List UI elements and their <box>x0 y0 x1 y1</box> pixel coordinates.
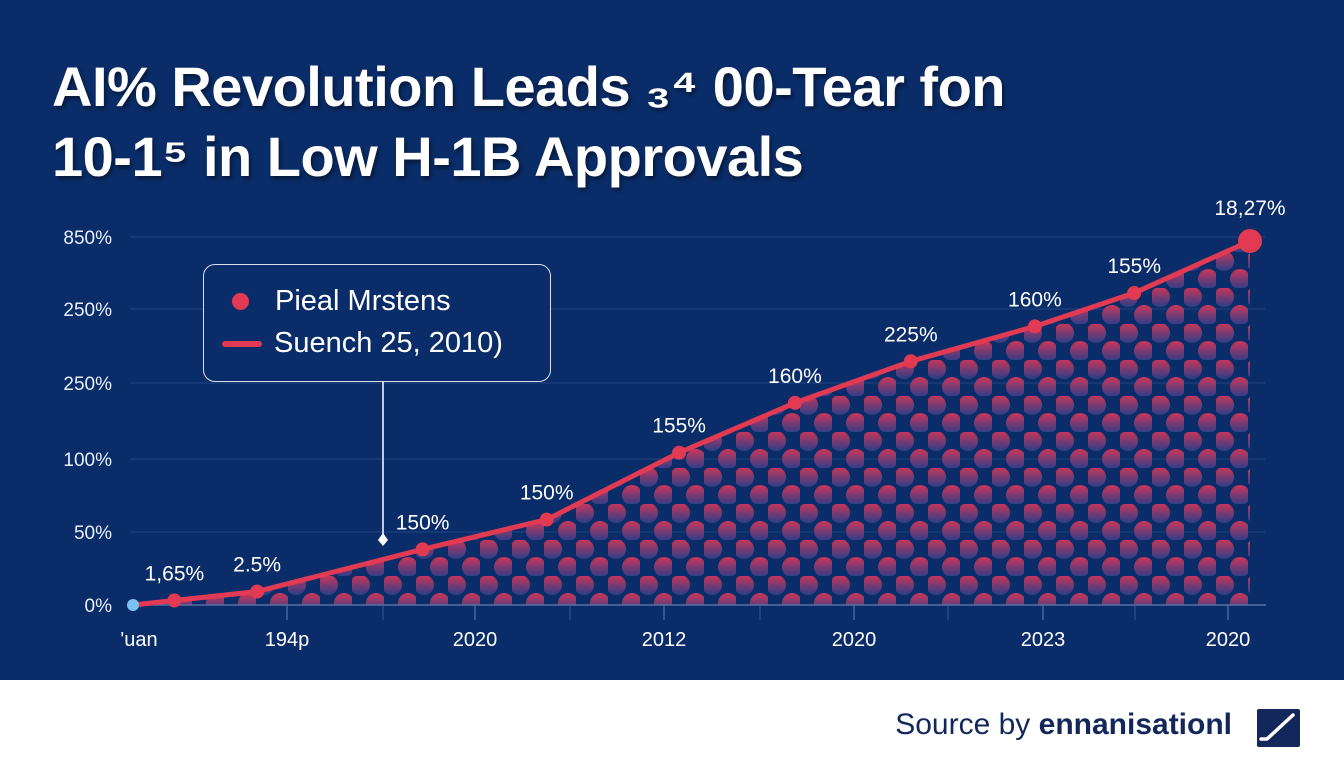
start-point <box>127 599 139 611</box>
data-labels: 1,65% 2.5% 150% 150% 155% 160% 225% 160% 155% 18,… <box>145 197 1286 586</box>
checkmark-square-icon <box>1257 709 1300 747</box>
x-tick-label: 'uan <box>120 629 157 651</box>
data-point <box>250 584 265 599</box>
data-label: 2.5% <box>233 554 281 577</box>
legend-label: Pieal Mrstens <box>275 285 451 317</box>
y-tick-label: 0% <box>85 596 113 617</box>
x-tick-label: 194p <box>265 629 310 651</box>
data-label: 150% <box>520 482 574 505</box>
y-tick-label: 100% <box>63 450 112 471</box>
source-credit: Source by ennanisationl <box>895 708 1232 742</box>
legend-item-line: Suench 25, 2010) <box>222 327 503 360</box>
y-tick-label: 50% <box>74 523 112 544</box>
footer <box>0 680 1344 768</box>
source-prefix: Source by <box>895 708 1031 741</box>
data-point <box>539 512 554 527</box>
y-tick-label: 850% <box>63 228 112 249</box>
data-label: 160% <box>1008 288 1062 311</box>
x-tick-label: 2012 <box>642 629 687 651</box>
data-point <box>415 542 430 557</box>
legend: Pieal Mrstens Suench 25, 2010) <box>203 264 551 382</box>
data-points <box>127 229 1262 611</box>
data-label: 1,65% <box>145 563 205 586</box>
data-label: 150% <box>396 511 450 534</box>
data-label: 160% <box>768 365 822 388</box>
data-label: 155% <box>652 415 706 438</box>
x-tick-label: 2020 <box>453 629 498 651</box>
data-label: 155% <box>1107 255 1161 278</box>
end-point <box>1238 229 1262 253</box>
x-axis: 'uan 194p 2020 2012 2020 2023 2020 <box>120 604 1266 651</box>
data-point <box>167 593 182 608</box>
x-tick-label: 2020 <box>832 629 877 651</box>
line-area-chart: 0% 50% 100% 250% 250% 850% 'uan 194p 2020 2012 20… <box>63 197 1286 651</box>
legend-item-dot: Pieal Mrstens <box>222 285 451 318</box>
data-point <box>903 354 918 369</box>
callout-connector <box>378 382 388 546</box>
chart-title: AI% Revolution Leads ₃⁴ 00-Tear fon 10-1… <box>52 52 1005 192</box>
y-tick-label: 250% <box>63 374 112 395</box>
data-point <box>672 445 687 460</box>
x-tick-label: 2023 <box>1021 629 1066 651</box>
title-line-2: 10-1⁵ in Low H-1B Approvals <box>52 125 804 188</box>
data-label: 18,27% <box>1214 197 1285 220</box>
title-line-1: AI% Revolution Leads ₃⁴ 00-Tear fon <box>52 55 1005 118</box>
data-label: 225% <box>884 323 938 346</box>
x-tick-label: 2020 <box>1206 629 1251 651</box>
y-tick-label: 250% <box>63 300 112 321</box>
callout-marker <box>378 533 388 546</box>
red-dot-icon <box>232 293 249 310</box>
legend-label: Suench 25, 2010) <box>274 327 503 359</box>
source-brand: ennanisationl <box>1038 708 1232 741</box>
data-point <box>787 395 802 410</box>
data-point <box>1027 319 1042 334</box>
red-line-icon <box>222 340 262 347</box>
data-point <box>1127 286 1142 300</box>
y-axis: 0% 50% 100% 250% 250% 850% <box>63 228 112 617</box>
